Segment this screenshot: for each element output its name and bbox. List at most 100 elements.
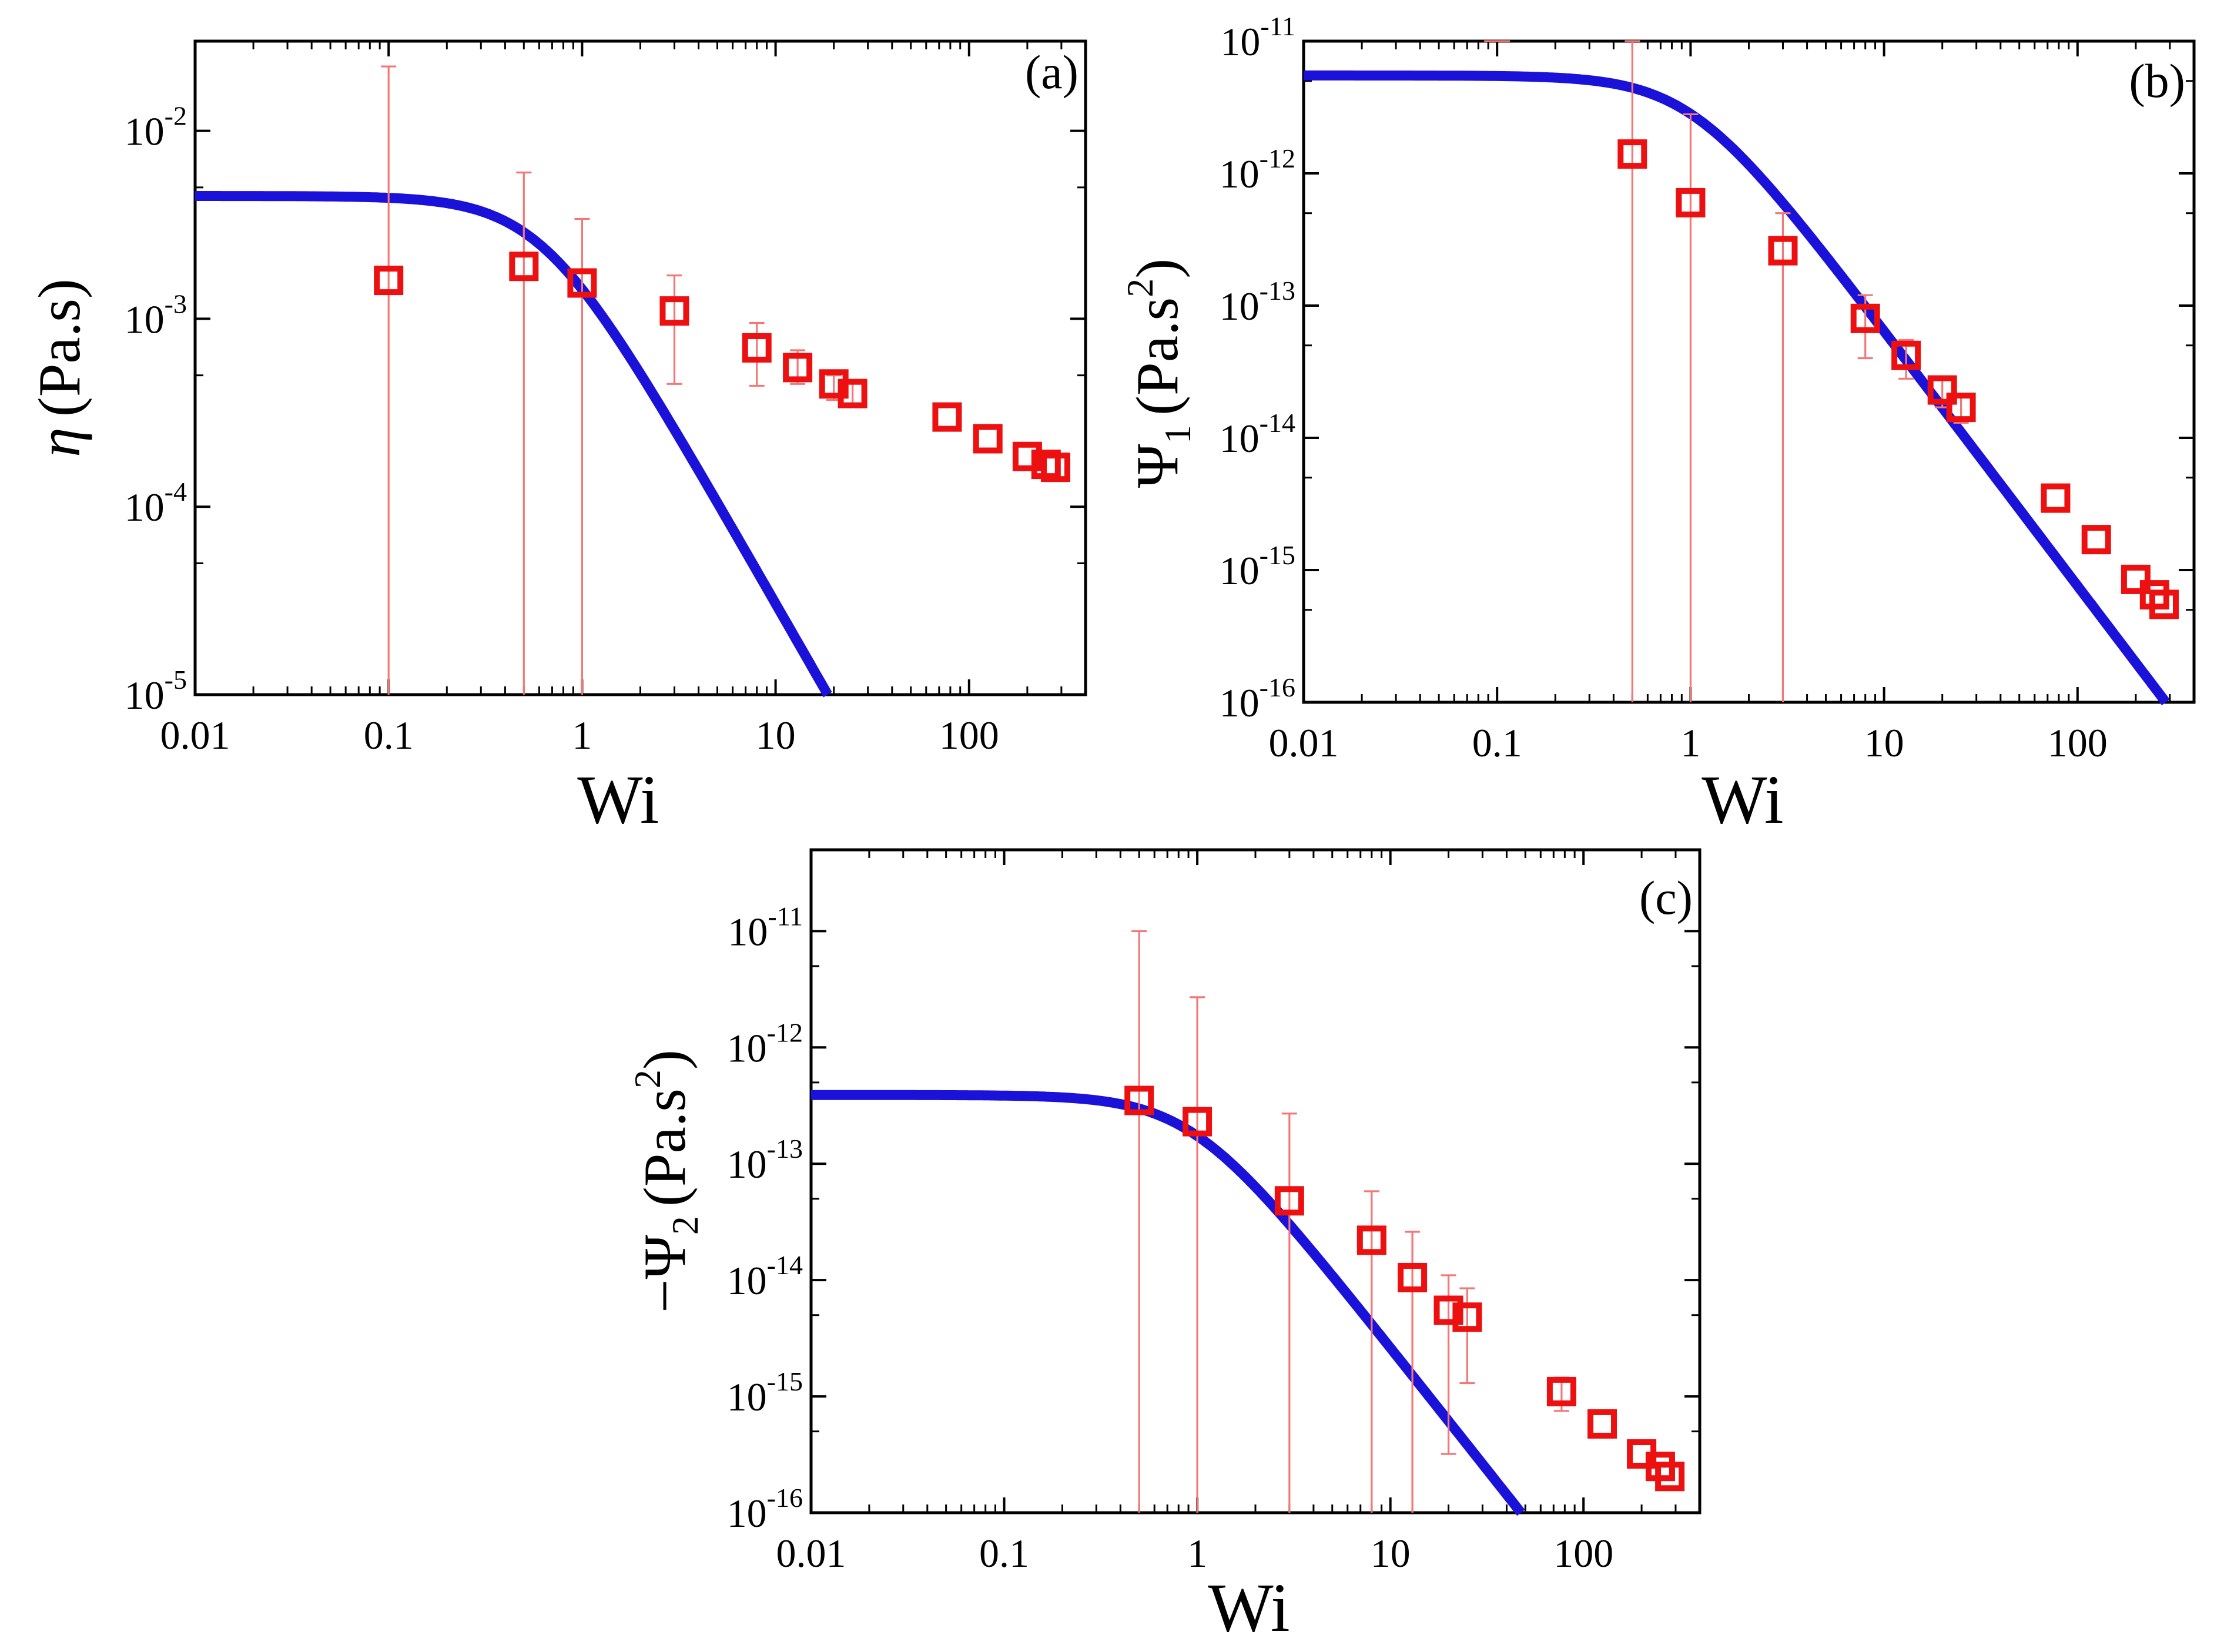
- y-tick-label: 10-2: [125, 101, 187, 154]
- x-tick-label: 0.01: [160, 713, 230, 758]
- fit-curve: [1301, 70, 2171, 706]
- y-tick-label: 10-12: [727, 1017, 803, 1070]
- panel-a-data: [374, 65, 1071, 695]
- data-point: [1768, 236, 1798, 266]
- y-tick-label-exp: -16: [767, 1483, 803, 1513]
- y-tick-label: 10-4: [125, 477, 187, 530]
- panel-c-chart: 0.01 0.1 1 10 10010-1610-1510-1410-1310-1210…: [627, 848, 1702, 1646]
- fit-curve: [192, 191, 833, 699]
- y-tick-label: 10-14: [1220, 408, 1295, 461]
- data-point: [1676, 187, 1706, 217]
- panel-a-xlabel: Wi: [577, 761, 659, 838]
- data-point: [1274, 1186, 1304, 1216]
- data-point: [1617, 139, 1647, 169]
- data-point: [1587, 1409, 1617, 1439]
- y-tick-label-exp: -3: [165, 289, 187, 319]
- data-point: [838, 378, 868, 408]
- panel-b-fit: [1301, 70, 2171, 706]
- data-point: [742, 333, 772, 363]
- x-tick-label: 10: [1371, 1531, 1411, 1576]
- panel-a-ylabel-unit: (Pa.s): [26, 279, 93, 417]
- y-tick-label: 10-16: [727, 1483, 803, 1536]
- panel-a-fit: [192, 191, 833, 699]
- x-tick-label: 0.01: [776, 1531, 846, 1576]
- y-tick-label-base: 10: [728, 909, 768, 954]
- fit-curve: [808, 1090, 1525, 1516]
- data-point: [1124, 1085, 1154, 1115]
- y-tick-label: 10-13: [727, 1134, 803, 1187]
- x-tick-label: 10: [756, 713, 796, 758]
- panel-b-chart: 0.01 0.1 1 10 10010-1610-1510-1410-1310-1210…: [1119, 11, 2196, 838]
- y-tick-label-base: 10: [125, 297, 165, 341]
- x-tick-label: 0.1: [1472, 721, 1522, 765]
- data-point: [2121, 564, 2151, 594]
- panel-b-ylabel-close: ): [1124, 259, 1191, 279]
- data-point: [1433, 1295, 1463, 1325]
- panel-b-label: (b): [2129, 54, 2185, 108]
- x-tick-label: 1: [1680, 721, 1700, 765]
- data-point: [1546, 1376, 1576, 1406]
- y-tick-label-base: 10: [727, 1258, 767, 1303]
- y-tick-label-exp: -15: [767, 1366, 803, 1396]
- data-point: [1850, 303, 1880, 333]
- y-tick-label-base: 10: [125, 485, 165, 530]
- y-tick-label-exp: -15: [1260, 540, 1295, 570]
- panel-b-data: [1484, 40, 2179, 702]
- data-point: [659, 296, 689, 326]
- y-tick-label: 10-13: [1220, 276, 1295, 329]
- y-tick-label: 10-3: [125, 289, 187, 341]
- panel-c-ylabel-sup: 2: [627, 1070, 668, 1088]
- y-tick-label-exp: -11: [768, 901, 803, 931]
- data-point: [567, 268, 597, 298]
- data-point: [509, 252, 539, 282]
- y-tick-label-base: 10: [1220, 19, 1260, 64]
- x-tick-label: 1: [1187, 1531, 1207, 1576]
- panel-c-ylabel-close: ): [632, 1050, 698, 1070]
- panel-c-ylabel-symbol: −Ψ: [632, 1235, 698, 1313]
- y-tick-label-exp: -4: [165, 477, 187, 507]
- data-point: [2149, 589, 2179, 619]
- y-tick-label-exp: -12: [767, 1017, 803, 1047]
- y-tick-label: 10-11: [728, 901, 803, 954]
- x-tick-label: 100: [939, 713, 999, 758]
- y-tick-label-base: 10: [1220, 416, 1260, 461]
- y-tick-label-exp: -2: [165, 101, 187, 131]
- y-tick-label-exp: -11: [1260, 11, 1295, 41]
- data-point: [932, 402, 962, 432]
- y-tick-label: 10-16: [1220, 672, 1295, 725]
- panel-c-xlabel: Wi: [1208, 1569, 1290, 1646]
- y-tick-label-base: 10: [1220, 681, 1260, 725]
- data-point: [1012, 441, 1042, 471]
- panel-c-ylabel-sub: 2: [664, 1216, 706, 1235]
- x-tick-label: 100: [1553, 1531, 1613, 1576]
- data-point: [1655, 1462, 1685, 1492]
- y-tick-label-base: 10: [125, 109, 165, 154]
- y-tick-label-base: 10: [727, 1026, 767, 1070]
- x-tick-label: 1: [572, 713, 592, 758]
- y-tick-label-base: 10: [727, 1491, 767, 1536]
- data-point: [374, 266, 404, 296]
- panel-c-ticks: 0.01 0.1 1 10 10010-1610-1510-1410-1310-1210…: [727, 849, 1701, 1576]
- data-point: [783, 353, 813, 383]
- y-tick-label-base: 10: [125, 673, 165, 718]
- y-tick-label-base: 10: [727, 1142, 767, 1187]
- y-tick-label-exp: -16: [1260, 672, 1295, 702]
- panel-c-ylabel-unit: (Pa.s: [632, 1088, 698, 1207]
- y-tick-label-exp: -14: [1260, 408, 1295, 438]
- data-point: [1398, 1262, 1428, 1292]
- y-tick-label: 10-15: [1220, 540, 1295, 593]
- panel-a-ylabel: η (Pa.s): [26, 279, 93, 457]
- y-tick-label-exp: -13: [767, 1134, 803, 1164]
- data-point: [1041, 453, 1071, 482]
- data-point: [1927, 375, 1957, 405]
- x-tick-label: 0.01: [1269, 721, 1339, 765]
- y-tick-label-base: 10: [1220, 284, 1260, 329]
- data-point: [1891, 340, 1921, 370]
- x-tick-label: 10: [1864, 721, 1904, 765]
- y-tick-label: 10-12: [1220, 143, 1295, 196]
- data-point: [1357, 1225, 1386, 1255]
- data-point: [1452, 1302, 1482, 1332]
